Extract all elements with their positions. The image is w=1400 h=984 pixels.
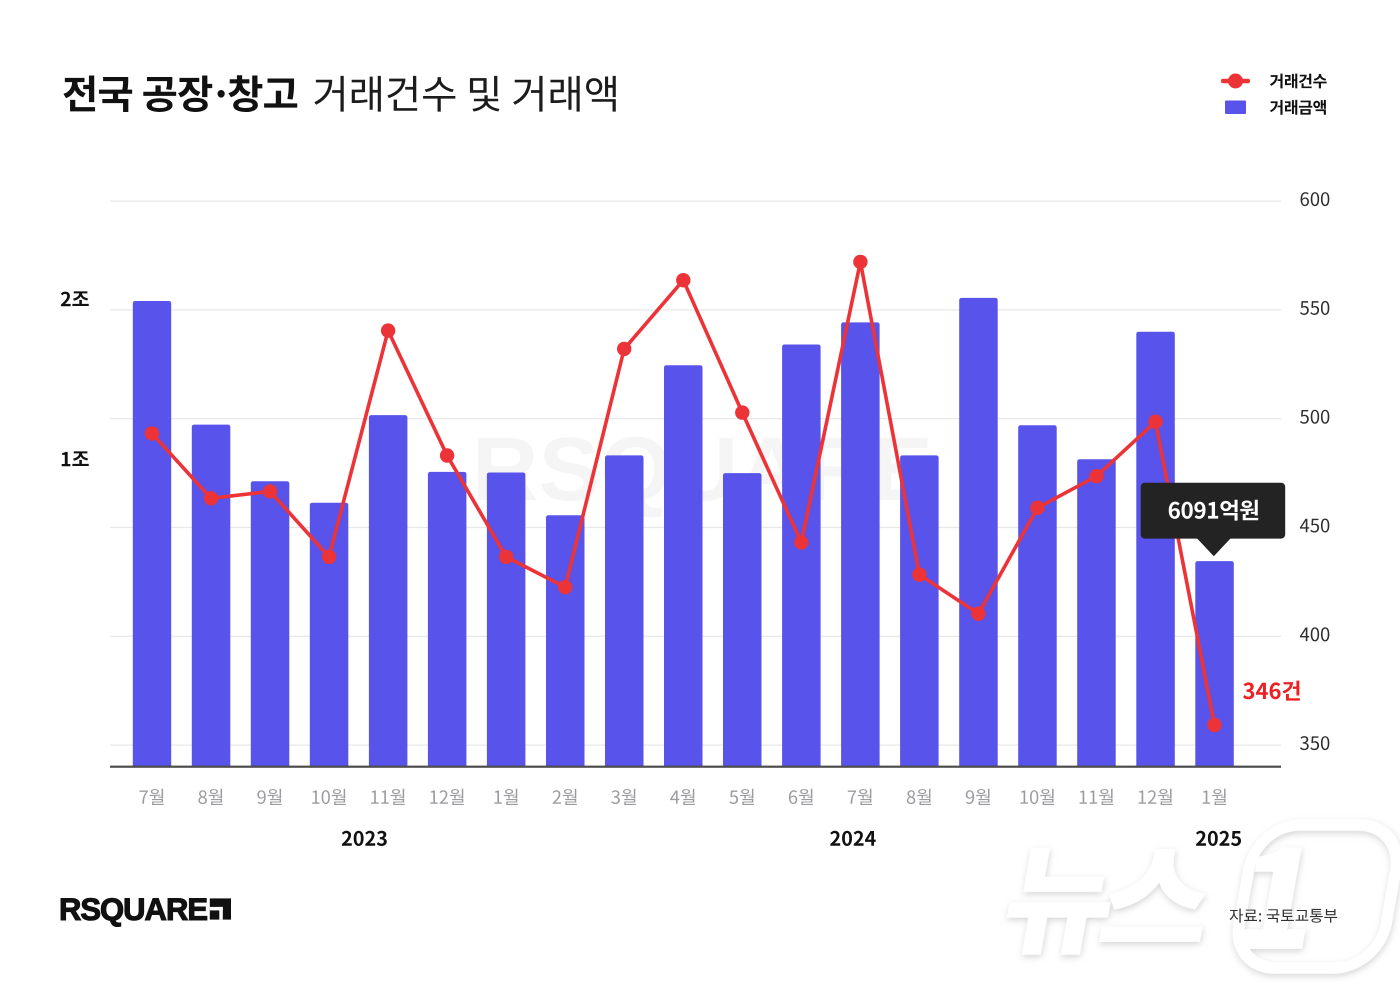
- svg-text:RSQUARE: RSQUARE: [59, 891, 207, 927]
